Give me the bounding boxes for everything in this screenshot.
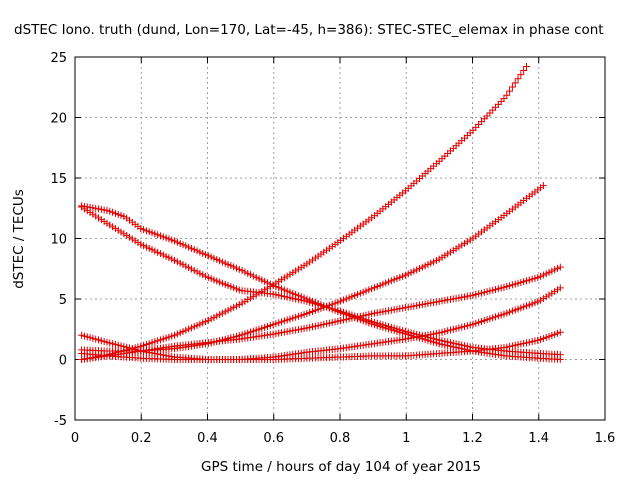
series-1 [78,62,530,363]
x-tick-label: 1.6 [595,431,616,446]
marker [539,182,547,190]
x-tick-label: 1.4 [528,431,549,446]
marker [556,351,564,359]
x-tick-label: 0.4 [197,431,218,446]
x-tick-label: 0.6 [263,431,284,446]
plot-frame [74,56,606,421]
y-tick-label: 20 [50,112,67,127]
x-tick-label: 0 [71,431,79,446]
marker [506,87,514,95]
marker [517,71,525,79]
marker [520,67,528,75]
marker [556,284,564,292]
x-axis-label: GPS time / hours of day 104 of year 2015 [201,459,481,475]
y-tick-label: 15 [50,172,67,187]
y-tick-label: 5 [59,293,67,308]
marker [508,83,516,91]
x-tick-label: 1.2 [462,431,483,446]
data-markers [78,62,564,363]
marker [556,263,564,271]
y-axis-label: dSTEC / TECUs [11,189,27,289]
y-tick-label: 10 [50,233,67,248]
x-tick-label: 0.8 [330,431,351,446]
marker [556,328,564,336]
x-tick-label: 0.2 [131,431,152,446]
tick-labels: 0 0.2 0.4 0.6 0.8 1 1.2 1.4 1.6 -5 0 5 10 15 20 25 [50,51,615,446]
x-tick-label: 1 [402,431,410,446]
series-3 [78,202,564,363]
y-tick-label: 0 [59,354,67,369]
marker [503,91,511,99]
chart-title: dSTEC Iono. truth (dund, Lon=170, Lat=-4… [14,22,604,38]
marker [522,62,530,70]
marker [511,79,519,87]
y-tick-label: -5 [54,414,67,429]
series-7 [78,328,564,363]
series-4 [78,203,564,359]
y-tick-label: 25 [50,51,67,66]
marker [514,75,522,83]
